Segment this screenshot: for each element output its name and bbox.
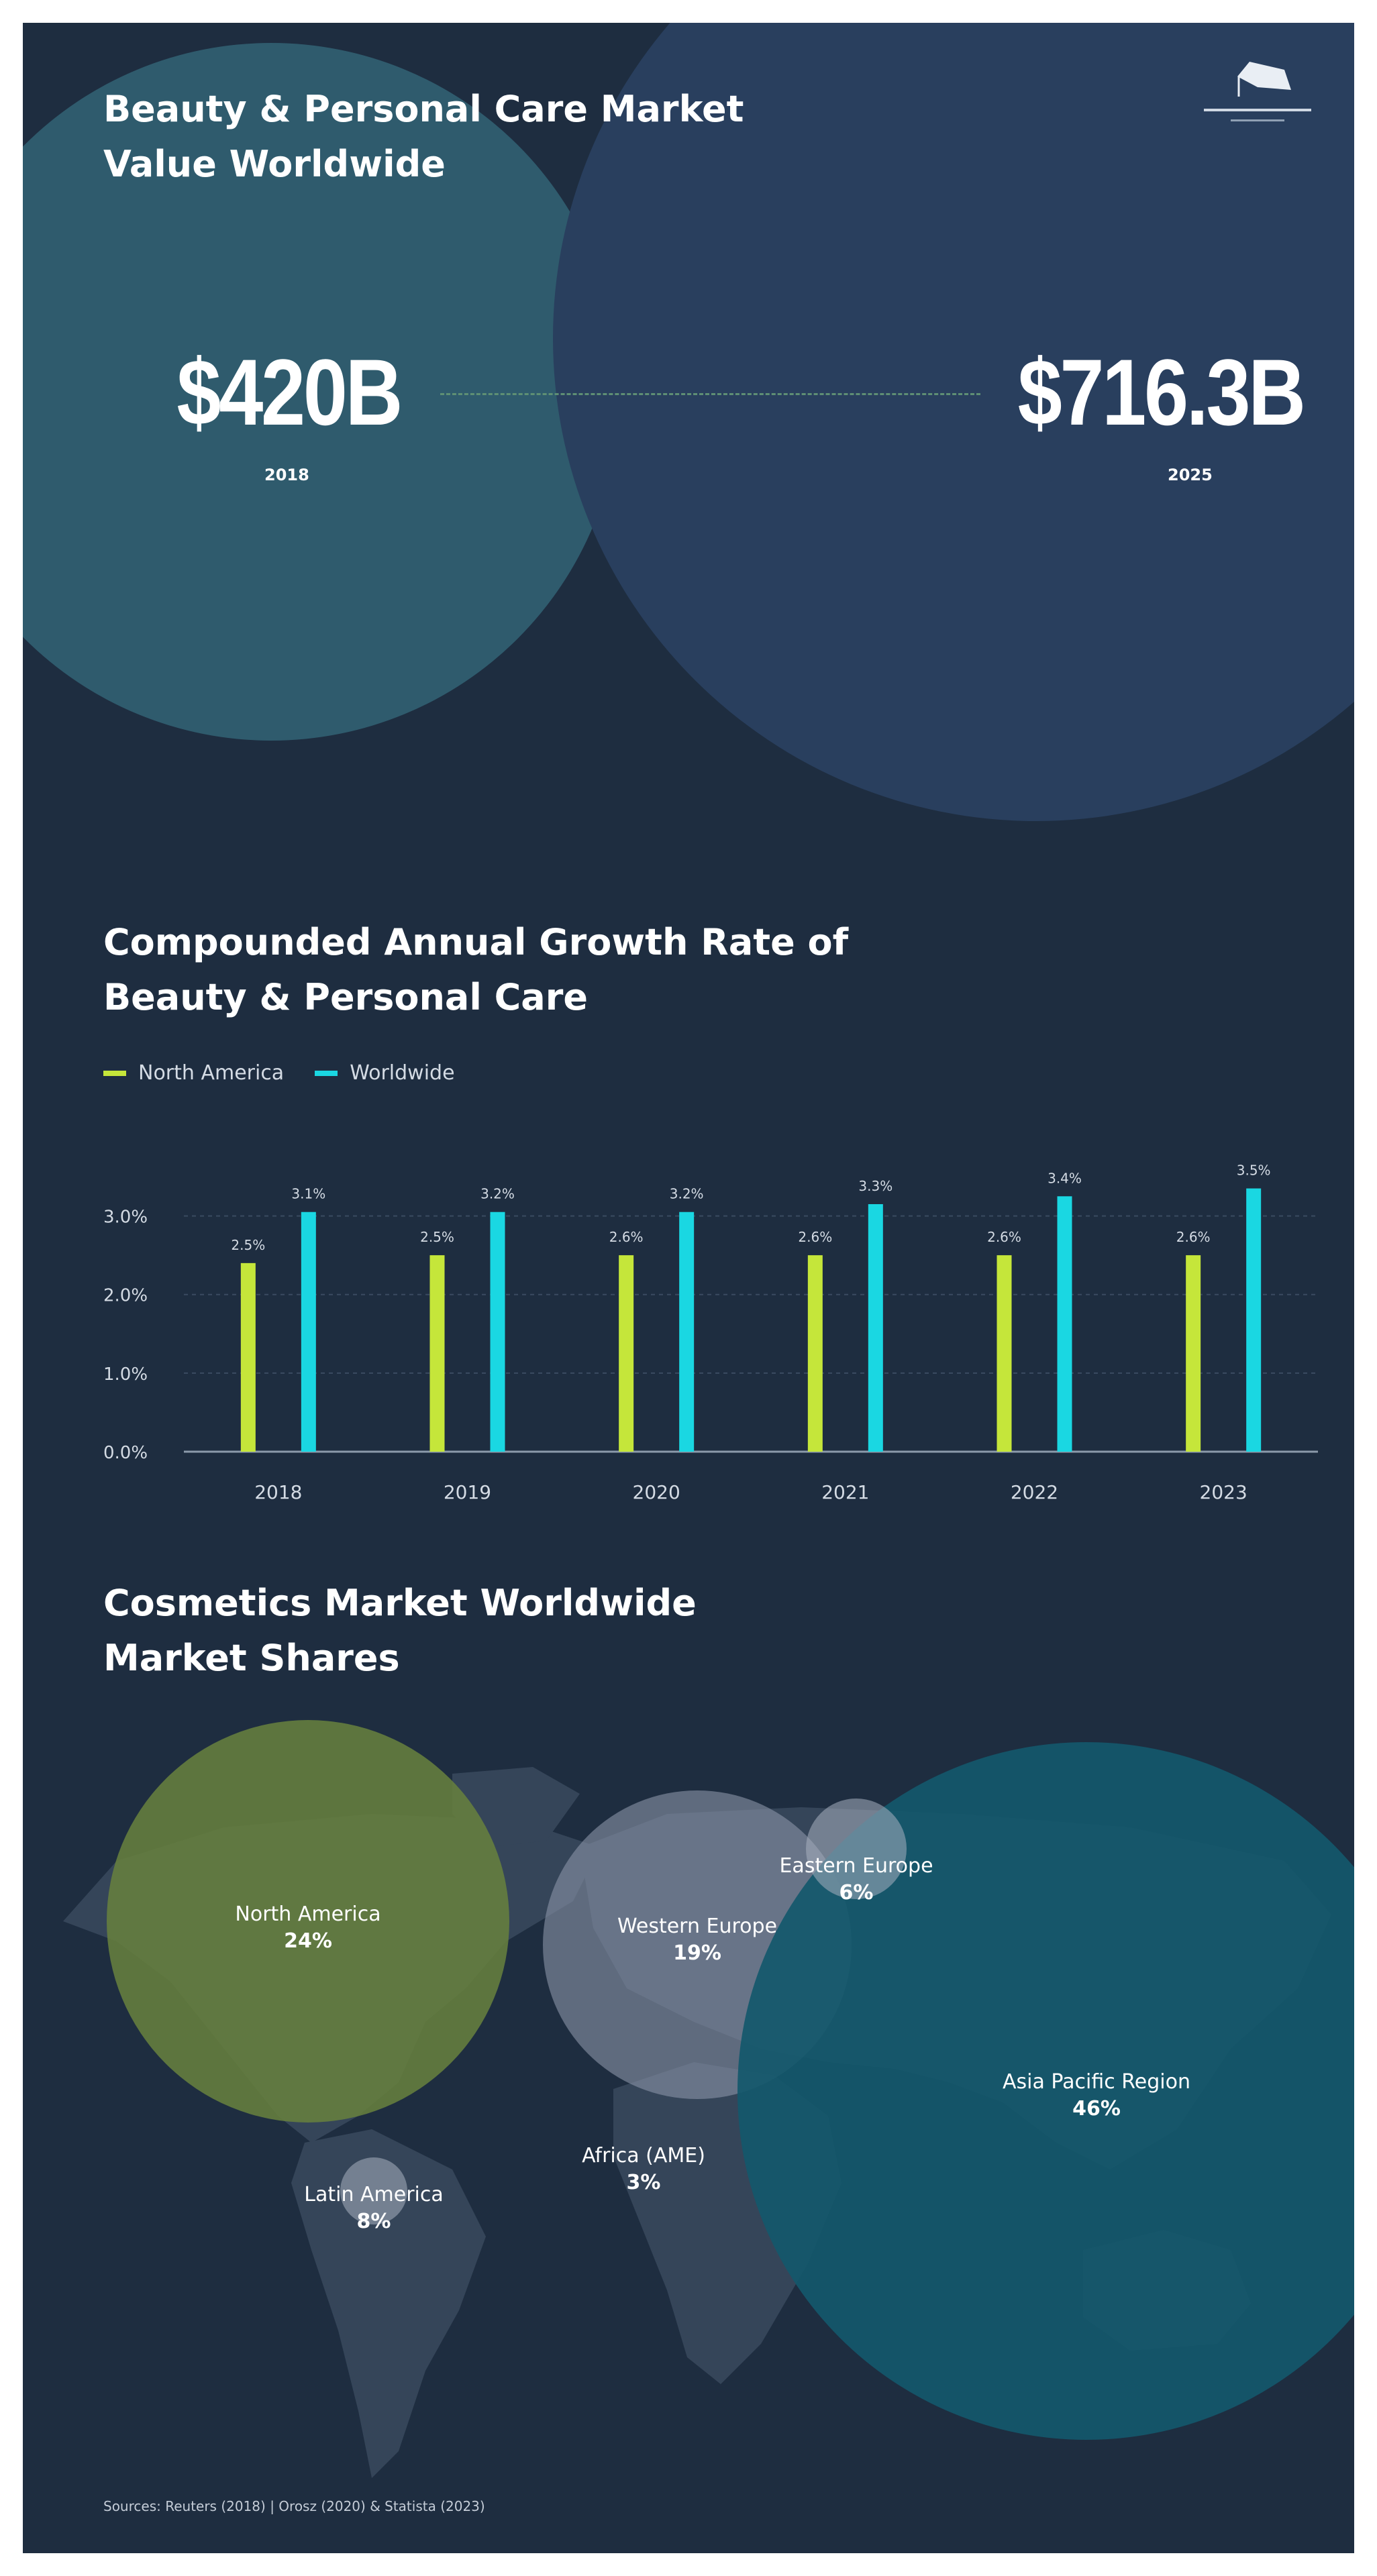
label-africa-pct: 3% — [626, 2171, 661, 2194]
decorative-circle-teal — [23, 43, 620, 741]
growth-title-line2: Beauty & Personal Care — [103, 976, 588, 1018]
bubble-latin-america — [340, 2157, 407, 2224]
data-label-north-america-2023: 2.6% — [1176, 1229, 1211, 1245]
bubble-north-america — [107, 1720, 509, 2123]
start-year: 2018 — [264, 466, 309, 484]
growth-title: Compounded Annual Growth Rate of Beauty … — [103, 915, 976, 1025]
label-eastern-europe-name: Eastern Europe — [779, 1854, 933, 1878]
bar-north-america-2019 — [429, 1255, 445, 1452]
y-tick-label-1: 1.0% — [103, 1364, 148, 1385]
bar-worldwide-2023 — [1246, 1188, 1262, 1452]
shares-title: Cosmetics Market Worldwide Market Shares — [103, 1576, 976, 1686]
y-tick-label-2: 2.0% — [103, 1286, 148, 1306]
label-latin-america: Latin America 8% — [304, 2182, 444, 2235]
bar-worldwide-2020 — [679, 1212, 695, 1452]
data-label-worldwide-2021: 3.3% — [858, 1178, 892, 1194]
market-value-title: Beauty & Personal Care Market Value Worl… — [103, 82, 976, 192]
bubble-eastern-europe — [806, 1799, 907, 1899]
label-latin-america-pct: 8% — [356, 2210, 391, 2233]
end-market-value: $716.3B — [1017, 339, 1307, 445]
label-north-america-pct: 24% — [284, 1929, 332, 1953]
label-africa: Africa (AME) 3% — [582, 2143, 705, 2196]
legend-swatch-worldwide — [315, 1070, 338, 1076]
label-asia-pacific-pct: 46% — [1072, 2097, 1121, 2121]
shares-title-line2: Market Shares — [103, 1637, 400, 1679]
y-tick-label-0: 0.0% — [103, 1443, 148, 1463]
label-north-america: North America 24% — [235, 1901, 380, 1955]
value-connector-line — [440, 393, 980, 395]
shares-title-line1: Cosmetics Market Worldwide — [103, 1582, 697, 1624]
chart-legend: North America Worldwide — [103, 1061, 486, 1085]
data-label-worldwide-2023: 3.5% — [1237, 1163, 1271, 1179]
bar-worldwide-2021 — [868, 1204, 883, 1452]
map-south-america-shape — [291, 2129, 486, 2478]
data-label-worldwide-2019: 3.2% — [480, 1186, 515, 1202]
y-tick-label-3: 3.0% — [103, 1208, 148, 1228]
x-tick-label-2022: 2022 — [1011, 1481, 1058, 1503]
flag-icon — [1237, 62, 1291, 90]
bar-north-america-2022 — [997, 1255, 1012, 1452]
data-label-north-america-2022: 2.6% — [987, 1229, 1021, 1245]
growth-title-line1: Compounded Annual Growth Rate of — [103, 921, 849, 963]
x-tick-label-2019: 2019 — [444, 1481, 491, 1503]
end-year: 2025 — [1168, 466, 1213, 484]
x-tick-label-2020: 2020 — [633, 1481, 680, 1503]
data-label-north-america-2020: 2.6% — [609, 1229, 644, 1245]
legend-label-worldwide: Worldwide — [350, 1061, 455, 1085]
x-tick-label-2021: 2021 — [821, 1481, 869, 1503]
bar-north-america-2021 — [807, 1255, 823, 1452]
bar-north-america-2018 — [240, 1263, 256, 1452]
bar-worldwide-2018 — [301, 1212, 316, 1452]
data-label-worldwide-2018: 3.1% — [291, 1186, 325, 1202]
label-latin-america-name: Latin America — [304, 2183, 444, 2206]
infographic-page: Beauty & Personal Care Market Value Worl… — [23, 23, 1354, 2553]
x-tick-label-2023: 2023 — [1200, 1481, 1247, 1503]
data-label-north-america-2018: 2.5% — [231, 1237, 265, 1253]
label-western-europe-name: Western Europe — [617, 1915, 778, 1938]
label-western-europe: Western Europe 19% — [617, 1913, 777, 1967]
data-label-worldwide-2022: 3.4% — [1048, 1170, 1082, 1186]
label-western-europe-pct: 19% — [673, 1941, 721, 1965]
label-africa-name: Africa (AME) — [582, 2144, 705, 2167]
legend-worldwide: Worldwide — [315, 1061, 455, 1085]
label-asia-pacific: Asia Pacific Region 46% — [1003, 2069, 1190, 2123]
bar-worldwide-2019 — [490, 1212, 505, 1452]
cagr-bar-chart: 0.0% 1.0% 2.0% 3.0% 2.5% 3.1% 2018 2.5% 3.2% 2019… — [103, 1163, 1318, 1503]
data-label-worldwide-2020: 3.2% — [670, 1186, 704, 1202]
start-market-value: $420B — [176, 339, 403, 445]
source-citation: Sources: Reuters (2018) | Orosz (2020) &… — [103, 2498, 485, 2514]
market-value-title-line1: Beauty & Personal Care Market — [103, 88, 744, 130]
bar-worldwide-2022 — [1057, 1196, 1072, 1452]
company-logo — [1204, 62, 1311, 121]
legend-swatch-north-america — [103, 1070, 126, 1076]
label-eastern-europe-pct: 6% — [839, 1881, 874, 1904]
label-north-america-name: North America — [235, 1902, 381, 1926]
legend-label-north-america: North America — [138, 1061, 285, 1085]
legend-north-america: North America — [103, 1061, 284, 1085]
label-eastern-europe: Eastern Europe 6% — [779, 1853, 933, 1907]
data-label-north-america-2019: 2.5% — [420, 1229, 454, 1245]
x-tick-label-2018: 2018 — [254, 1481, 302, 1503]
bar-north-america-2020 — [619, 1255, 634, 1452]
market-value-title-line2: Value Worldwide — [103, 143, 446, 185]
bar-north-america-2023 — [1186, 1255, 1201, 1452]
label-asia-pacific-name: Asia Pacific Region — [1003, 2070, 1190, 2094]
data-label-north-america-2021: 2.6% — [798, 1229, 832, 1245]
